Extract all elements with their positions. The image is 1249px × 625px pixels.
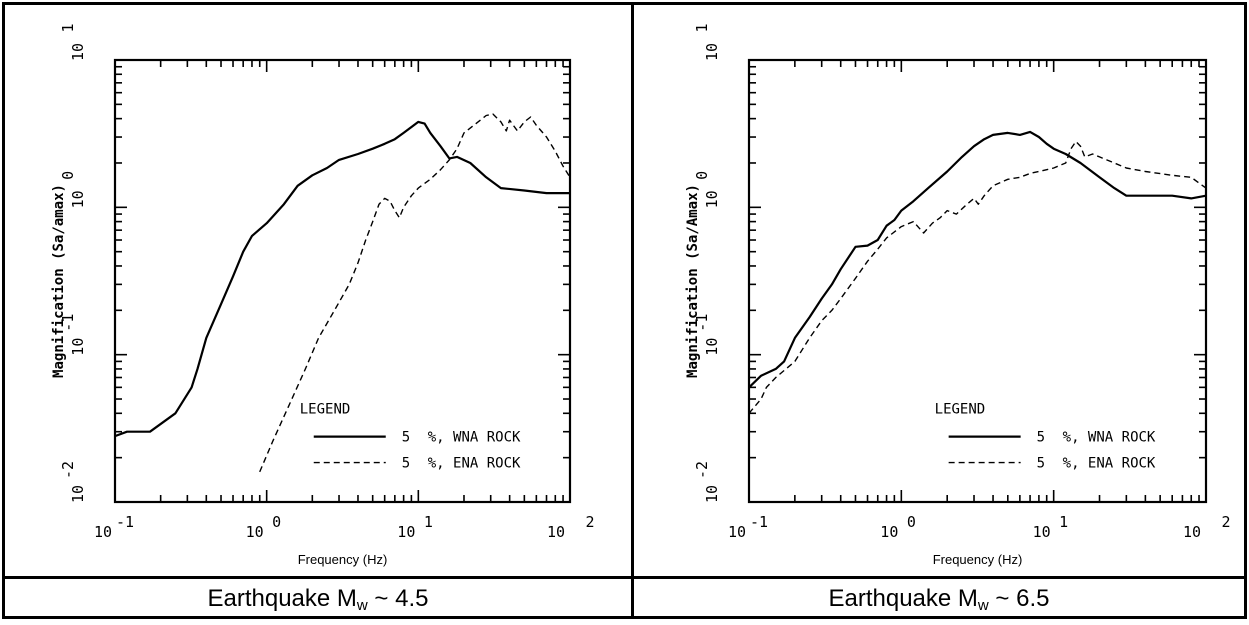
- caption-right-tail: ~ 6.5: [988, 585, 1050, 612]
- caption-left-text: Earthquake M: [207, 585, 357, 612]
- p0-x-tick-label-base: 10: [397, 523, 415, 541]
- p1-x-tick-label-exponent: -1: [750, 513, 768, 531]
- caption-right-subscript: w: [977, 597, 989, 614]
- p0-y-tick-label-exponent: 1: [59, 23, 77, 32]
- p1-x-axis-title: Frequency (Hz): [933, 552, 1023, 567]
- p0-y-tick-label: 10-2: [59, 461, 87, 503]
- p1-legend-pct-1: 5: [1037, 456, 1045, 472]
- p0-x-tick-label-base: 10: [246, 523, 264, 541]
- p0-series-line-wna-rock: [114, 120, 570, 438]
- p1-legend-label-1: %, ENA ROCK: [1063, 456, 1156, 472]
- p1-x-tick-label-base: 10: [1183, 523, 1201, 541]
- caption-left: Earthquake Mw ~ 4.5: [5, 580, 631, 618]
- p0-y-tick-label-base: 10: [69, 485, 87, 503]
- caption-right: Earthquake Mw ~ 6.5: [634, 580, 1244, 618]
- p1-y-tick-label: 10 0: [693, 171, 721, 209]
- caption-divider: [2, 576, 1247, 579]
- p1-x-tick-label-exponent: 2: [1221, 513, 1230, 531]
- p1-plot-frame: [747, 58, 1208, 504]
- p0-legend-title: LEGEND: [300, 402, 351, 418]
- panel-divider: [631, 2, 634, 619]
- p1-y-tick-label: 10-1: [693, 314, 721, 356]
- p1-x-tick-label-base: 10: [1033, 523, 1051, 541]
- p0-y-tick-label: 10 1: [59, 23, 87, 61]
- p0-plot-frame: [113, 58, 572, 504]
- p0-y-tick-label-base: 10: [69, 338, 87, 356]
- p1-y-tick-label: 10 1: [693, 23, 721, 61]
- p1-x-tick-label-exponent: 1: [1059, 513, 1068, 531]
- p0-x-tick-label-base: 10: [547, 523, 565, 541]
- p0-y-tick-label-exponent: -1: [59, 314, 77, 332]
- p1-y-tick-label-exponent: 0: [693, 171, 711, 180]
- p1-y-tick-label-base: 10: [703, 485, 721, 503]
- p0-y-tick-label-base: 10: [69, 43, 87, 61]
- p1-y-tick-label-exponent: 1: [693, 23, 711, 32]
- p0-x-tick-label-exponent: 1: [424, 513, 433, 531]
- p1-y-tick-label-base: 10: [703, 43, 721, 61]
- p0-y-tick-label-base: 10: [69, 190, 87, 208]
- p1-series-line-ena-rock: [748, 140, 1207, 414]
- p0-legend-pct-0: 5: [402, 430, 410, 446]
- p0-x-tick-label-exponent: 0: [272, 513, 281, 531]
- p0-legend-label-1: %, ENA ROCK: [428, 456, 521, 472]
- p0-y-tick-label: 10 0: [59, 171, 87, 209]
- p1-y-axis-title: Magnification (Sa/Amax): [685, 184, 701, 378]
- p1-x-tick-label-exponent: 0: [907, 513, 916, 531]
- p1-y-tick-label: 10-2: [693, 461, 721, 503]
- p1-y-tick-label-base: 10: [703, 338, 721, 356]
- caption-right-text: Earthquake M: [828, 585, 978, 612]
- p0-series-line-ena-rock: [259, 113, 571, 473]
- caption-left-tail: ~ 4.5: [367, 585, 429, 612]
- p0-legend-pct-1: 5: [402, 456, 410, 472]
- p0-y-tick-label-exponent: 0: [59, 171, 77, 180]
- p1-series-line-wna-rock: [748, 130, 1207, 389]
- p1-y-tick-label-exponent: -2: [693, 461, 711, 479]
- p0-x-axis-title: Frequency (Hz): [298, 552, 388, 567]
- p1-y-tick-label-exponent: -1: [693, 314, 711, 332]
- p0-legend-label-0: %, WNA ROCK: [428, 430, 521, 446]
- p0-x-tick-label-exponent: 2: [585, 513, 594, 531]
- p1-legend-title: LEGEND: [935, 402, 986, 418]
- p1-legend-label-0: %, WNA ROCK: [1063, 430, 1156, 446]
- p0-x-tick-label-base: 10: [94, 523, 112, 541]
- p1-x-tick-label-base: 10: [728, 523, 746, 541]
- p1-legend-pct-0: 5: [1037, 430, 1045, 446]
- p0-y-tick-label-exponent: -2: [59, 461, 77, 479]
- p1-x-tick-label-base: 10: [880, 523, 898, 541]
- p0-x-tick-label-exponent: -1: [116, 513, 134, 531]
- caption-left-subscript: w: [356, 597, 368, 614]
- p1-y-tick-label-base: 10: [703, 190, 721, 208]
- p0-y-axis-title: Magnification (Sa/amax): [51, 184, 67, 378]
- p0-y-tick-label: 10-1: [59, 314, 87, 356]
